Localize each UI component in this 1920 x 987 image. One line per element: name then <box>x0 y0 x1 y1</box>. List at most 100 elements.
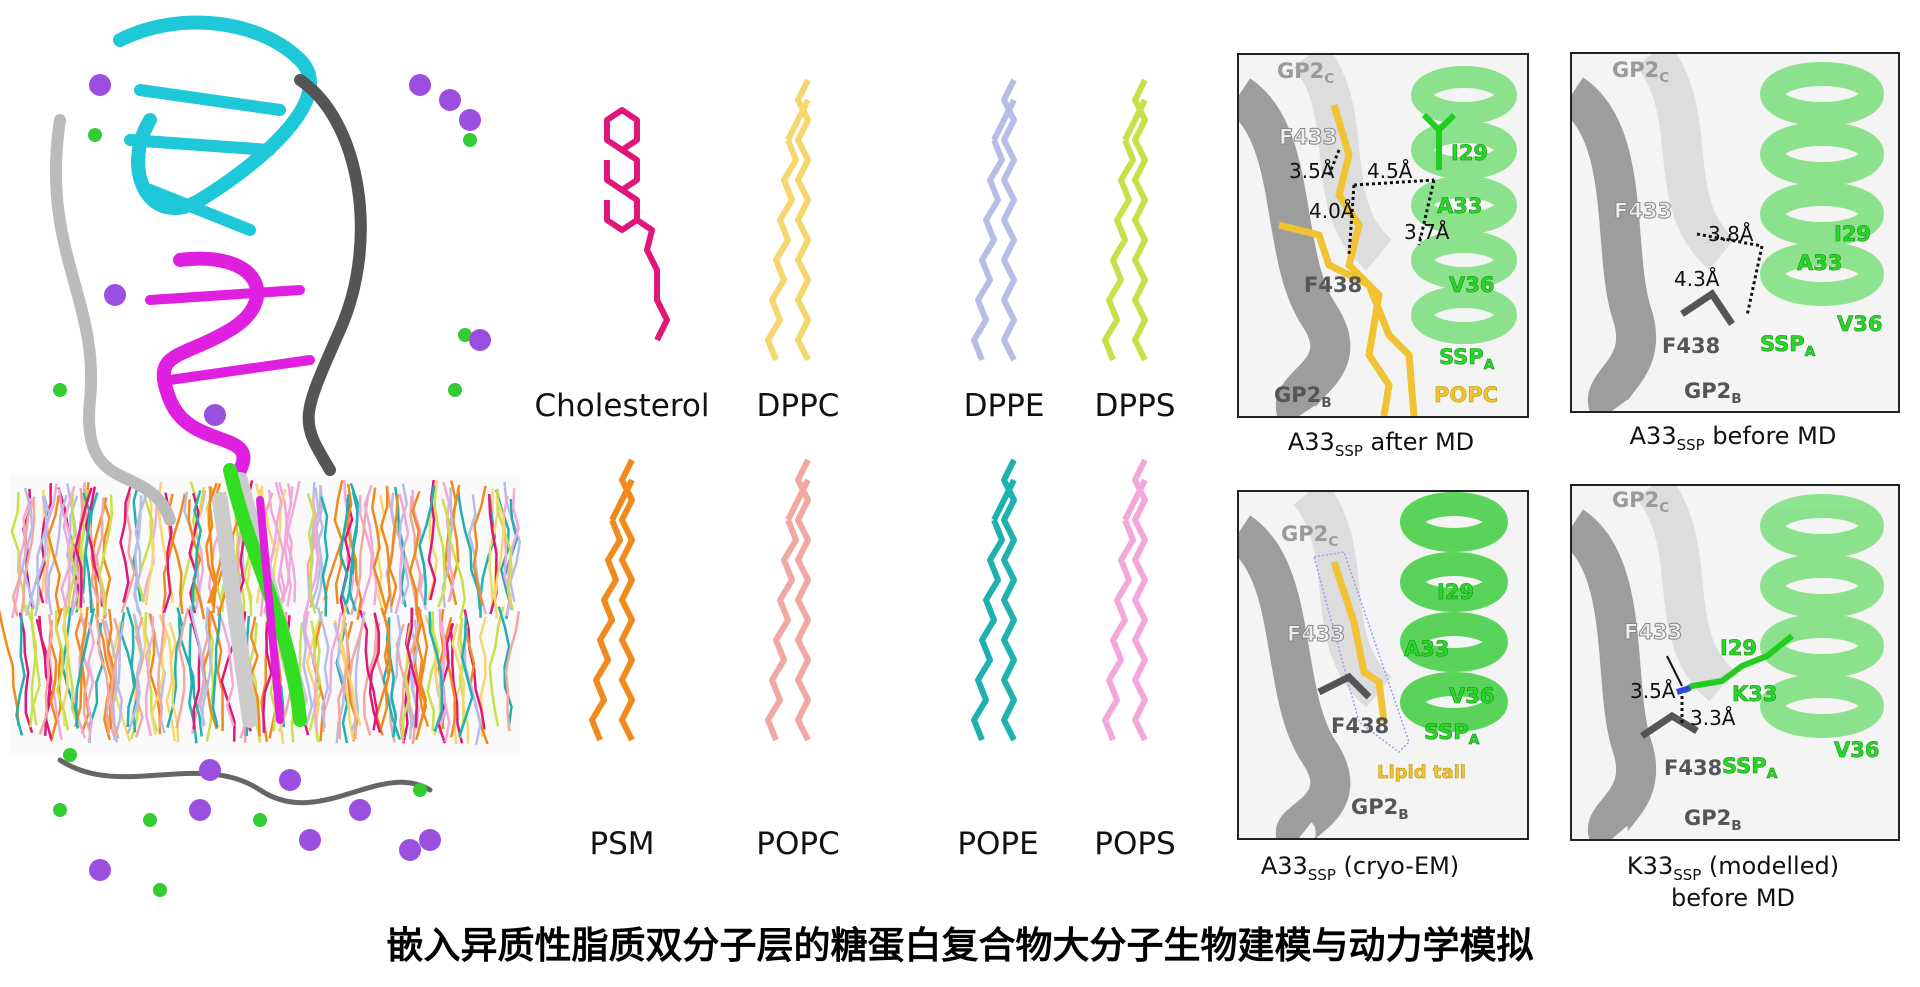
membrane-lipid <box>363 484 378 606</box>
membrane-lipid <box>211 607 222 728</box>
membrane-lipid <box>11 497 32 619</box>
green-ion-sphere <box>153 883 167 897</box>
figure-title: 嵌入异质性脂质双分子层的糖蛋白复合物大分子生物建模与动力学模拟 <box>386 924 1534 967</box>
ions <box>53 74 491 897</box>
label-ssp: SSPA <box>1722 754 1778 783</box>
membrane-lipid <box>334 483 353 605</box>
membrane-lipid <box>54 610 70 731</box>
membrane-lipid <box>370 487 387 609</box>
membrane-lipid <box>414 619 428 741</box>
membrane-lipid <box>150 614 168 735</box>
lipid-model-psm <box>589 458 635 742</box>
membrane-lipid <box>79 612 92 734</box>
membrane-lipid <box>205 621 215 742</box>
purple-ion-sphere <box>279 769 301 791</box>
label-i29: I29 <box>1720 636 1758 661</box>
label-i29: I29 <box>1834 222 1872 247</box>
purple-ion-sphere <box>89 859 111 881</box>
lipid-model-dpps <box>1102 78 1148 362</box>
caption-panel-4: K33SSP (modelled) before MD <box>1626 852 1840 912</box>
membrane-lipid <box>126 613 144 735</box>
label-v36: V36 <box>1837 312 1883 337</box>
membrane-lipid <box>188 492 200 614</box>
membrane-lipid <box>187 499 206 620</box>
membrane-lipid <box>418 485 436 606</box>
membrane-lipid <box>262 612 273 734</box>
membrane-lipid <box>15 615 26 736</box>
membrane-lipid <box>408 490 421 612</box>
purple-ion-sphere <box>419 829 441 851</box>
caption-panel-1: A33SSP after MD <box>1287 428 1475 460</box>
distance-label: 4.5Å <box>1367 159 1413 183</box>
lipid-label-pops: POPS <box>1094 826 1176 862</box>
purple-ion-sphere <box>104 284 126 306</box>
green-ion-sphere <box>448 383 462 397</box>
membrane-lipid <box>161 620 177 742</box>
membrane-lipid <box>416 606 429 727</box>
membrane-lipid <box>47 494 68 616</box>
membrane-lipid <box>104 619 124 741</box>
purple-ion-sphere <box>349 799 371 821</box>
lipid-model-popc <box>765 458 811 742</box>
membrane-lipid <box>303 610 319 732</box>
membrane-lipid <box>161 493 187 614</box>
label-f438: F438 <box>1304 273 1363 297</box>
structure-render <box>1239 55 1517 416</box>
green-ion-sphere <box>63 748 77 762</box>
membrane-lipid <box>35 489 52 611</box>
label-gp2b: GP2B <box>1351 795 1409 824</box>
lipid-model-dppe <box>971 78 1017 362</box>
label-gp2b: GP2B <box>1684 806 1742 835</box>
membrane-lipid <box>496 490 515 611</box>
membrane-lipid <box>209 610 224 732</box>
membrane-lipid <box>337 619 350 740</box>
green-ion-sphere <box>253 813 267 827</box>
label-i29: I29 <box>1437 580 1475 605</box>
membrane-lipid <box>65 495 79 617</box>
membrane-lipid <box>62 485 76 607</box>
membrane-lipid <box>458 616 474 738</box>
lipid-label-dpps: DPPS <box>1094 388 1176 424</box>
label-ssp: SSPA <box>1760 332 1816 361</box>
label-f438: F438 <box>1331 714 1390 738</box>
purple-ion-sphere <box>299 829 321 851</box>
lipid-label-cholesterol: Cholesterol <box>534 388 710 424</box>
membrane-lipid <box>19 499 36 620</box>
green-ion-sphere <box>53 383 67 397</box>
structure-render <box>1572 486 1884 839</box>
membrane-lipid <box>133 495 143 616</box>
membrane-lipid <box>98 494 114 615</box>
membrane-lipid <box>316 607 330 728</box>
label-gp2b: GP2B <box>1684 379 1742 408</box>
membrane-lipid <box>74 487 93 608</box>
label-i29: I29 <box>1451 141 1489 166</box>
membrane-lipid <box>144 484 155 606</box>
membrane-lipid <box>267 489 286 611</box>
label-a33: A33 <box>1404 637 1450 662</box>
membrane-lipid <box>280 483 293 604</box>
membrane-lipid <box>302 497 320 619</box>
label-a33: A33 <box>1797 251 1843 276</box>
purple-ion-sphere <box>399 839 421 861</box>
membrane-lipid <box>82 492 93 614</box>
lipid-label-pope: POPE <box>957 826 1039 862</box>
label-f433: F433 <box>1286 622 1346 647</box>
green-ion-sphere <box>143 813 157 827</box>
membrane-lipid <box>458 617 465 739</box>
membrane-lipid <box>21 487 36 609</box>
membrane-lipid <box>215 605 235 727</box>
membrane-lipid <box>383 494 399 615</box>
purple-ion-sphere <box>89 74 111 96</box>
purple-ion-sphere <box>459 109 481 131</box>
caption-panel-2: A33SSP before MD <box>1629 422 1837 454</box>
label-lipid-tail: Lipid tail <box>1377 762 1466 784</box>
purple-ion-sphere <box>189 799 211 821</box>
distance-label: 3.5Å <box>1289 159 1335 183</box>
label-a33: A33 <box>1437 194 1483 219</box>
membrane-lipid <box>207 482 218 604</box>
lipid-label-dppe: DPPE <box>963 388 1045 424</box>
green-ion-sphere <box>53 803 67 817</box>
structure-render <box>1239 492 1508 838</box>
membrane-lipid <box>119 482 134 603</box>
green-ion-sphere <box>88 128 102 142</box>
